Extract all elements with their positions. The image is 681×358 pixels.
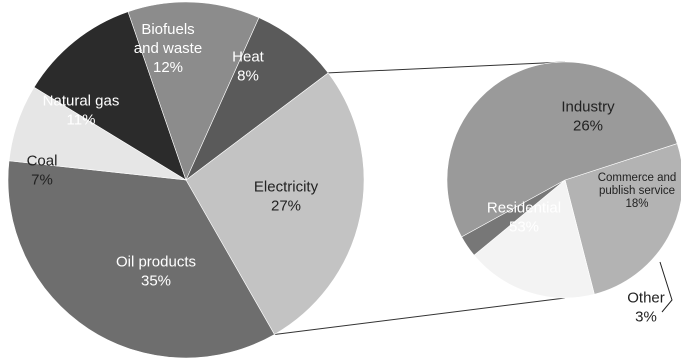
slice-natural-gas bbox=[33, 11, 187, 181]
slice-biofuels-and-waste bbox=[127, 1, 260, 181]
label-natural-gas: Natural gas 11% bbox=[43, 93, 120, 129]
electricity-breakdown-pie bbox=[446, 61, 681, 299]
slice-labels: Electricity 27% Oil products 35% Coal 7% Natur… bbox=[27, 21, 677, 326]
main-pie bbox=[7, 1, 365, 358]
label-electricity: Electricity 27% bbox=[254, 179, 319, 215]
label-commerce-and-publish-service: Commerce and publish service 18% bbox=[598, 172, 677, 210]
pie-connector-lines bbox=[274, 61, 566, 335]
slice-oil-products bbox=[7, 160, 275, 358]
slice-heat bbox=[185, 17, 329, 181]
connector-line-top bbox=[328, 61, 566, 74]
label-biofuels-and-waste: Biofuels and waste 12% bbox=[134, 21, 202, 76]
label-oil-products: Oil products 35% bbox=[116, 254, 196, 290]
slice-industry bbox=[564, 143, 681, 295]
label-heat: Heat 8% bbox=[232, 49, 265, 85]
slice-electricity bbox=[185, 72, 365, 335]
slice-residential bbox=[446, 61, 678, 238]
label-other: Other 3% bbox=[627, 290, 665, 326]
leader-line-other bbox=[659, 261, 673, 313]
label-industry: Industry 26% bbox=[561, 99, 615, 135]
label-residential: Residential 53% bbox=[487, 200, 561, 236]
label-coal: Coal 7% bbox=[27, 153, 58, 189]
slice-commerce-and-publish-service bbox=[473, 179, 595, 299]
connector-line-bottom bbox=[274, 297, 566, 335]
